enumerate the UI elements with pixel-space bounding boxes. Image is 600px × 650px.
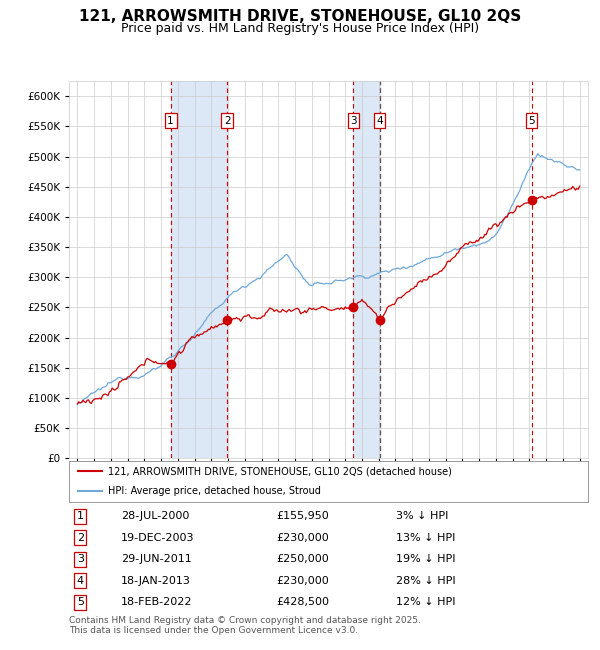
Text: £250,000: £250,000 <box>277 554 329 564</box>
Text: 3: 3 <box>77 554 84 564</box>
Text: Contains HM Land Registry data © Crown copyright and database right 2025.
This d: Contains HM Land Registry data © Crown c… <box>69 616 421 635</box>
Bar <box>170 81 227 458</box>
Text: 5: 5 <box>77 597 84 607</box>
Text: £230,000: £230,000 <box>277 576 329 586</box>
Text: 18-JAN-2013: 18-JAN-2013 <box>121 576 191 586</box>
Text: Price paid vs. HM Land Registry's House Price Index (HPI): Price paid vs. HM Land Registry's House … <box>121 22 479 35</box>
Text: 5: 5 <box>528 116 535 126</box>
Text: 2: 2 <box>77 533 84 543</box>
Text: 13% ↓ HPI: 13% ↓ HPI <box>396 533 455 543</box>
Bar <box>353 81 380 458</box>
Text: 121, ARROWSMITH DRIVE, STONEHOUSE, GL10 2QS (detached house): 121, ARROWSMITH DRIVE, STONEHOUSE, GL10 … <box>108 467 452 476</box>
Text: 19-DEC-2003: 19-DEC-2003 <box>121 533 194 543</box>
Text: 4: 4 <box>376 116 383 126</box>
Text: £155,950: £155,950 <box>277 512 329 521</box>
Text: 18-FEB-2022: 18-FEB-2022 <box>121 597 193 607</box>
Text: £230,000: £230,000 <box>277 533 329 543</box>
Text: 3% ↓ HPI: 3% ↓ HPI <box>396 512 448 521</box>
Text: 4: 4 <box>77 576 84 586</box>
Text: 121, ARROWSMITH DRIVE, STONEHOUSE, GL10 2QS: 121, ARROWSMITH DRIVE, STONEHOUSE, GL10 … <box>79 9 521 24</box>
Text: 28-JUL-2000: 28-JUL-2000 <box>121 512 189 521</box>
Text: 1: 1 <box>77 512 84 521</box>
Text: 3: 3 <box>350 116 357 126</box>
Text: HPI: Average price, detached house, Stroud: HPI: Average price, detached house, Stro… <box>108 486 321 497</box>
Text: 1: 1 <box>167 116 174 126</box>
Text: 12% ↓ HPI: 12% ↓ HPI <box>396 597 455 607</box>
Text: 2: 2 <box>224 116 230 126</box>
Text: 29-JUN-2011: 29-JUN-2011 <box>121 554 191 564</box>
Text: 19% ↓ HPI: 19% ↓ HPI <box>396 554 455 564</box>
Text: 28% ↓ HPI: 28% ↓ HPI <box>396 576 455 586</box>
Text: £428,500: £428,500 <box>277 597 329 607</box>
